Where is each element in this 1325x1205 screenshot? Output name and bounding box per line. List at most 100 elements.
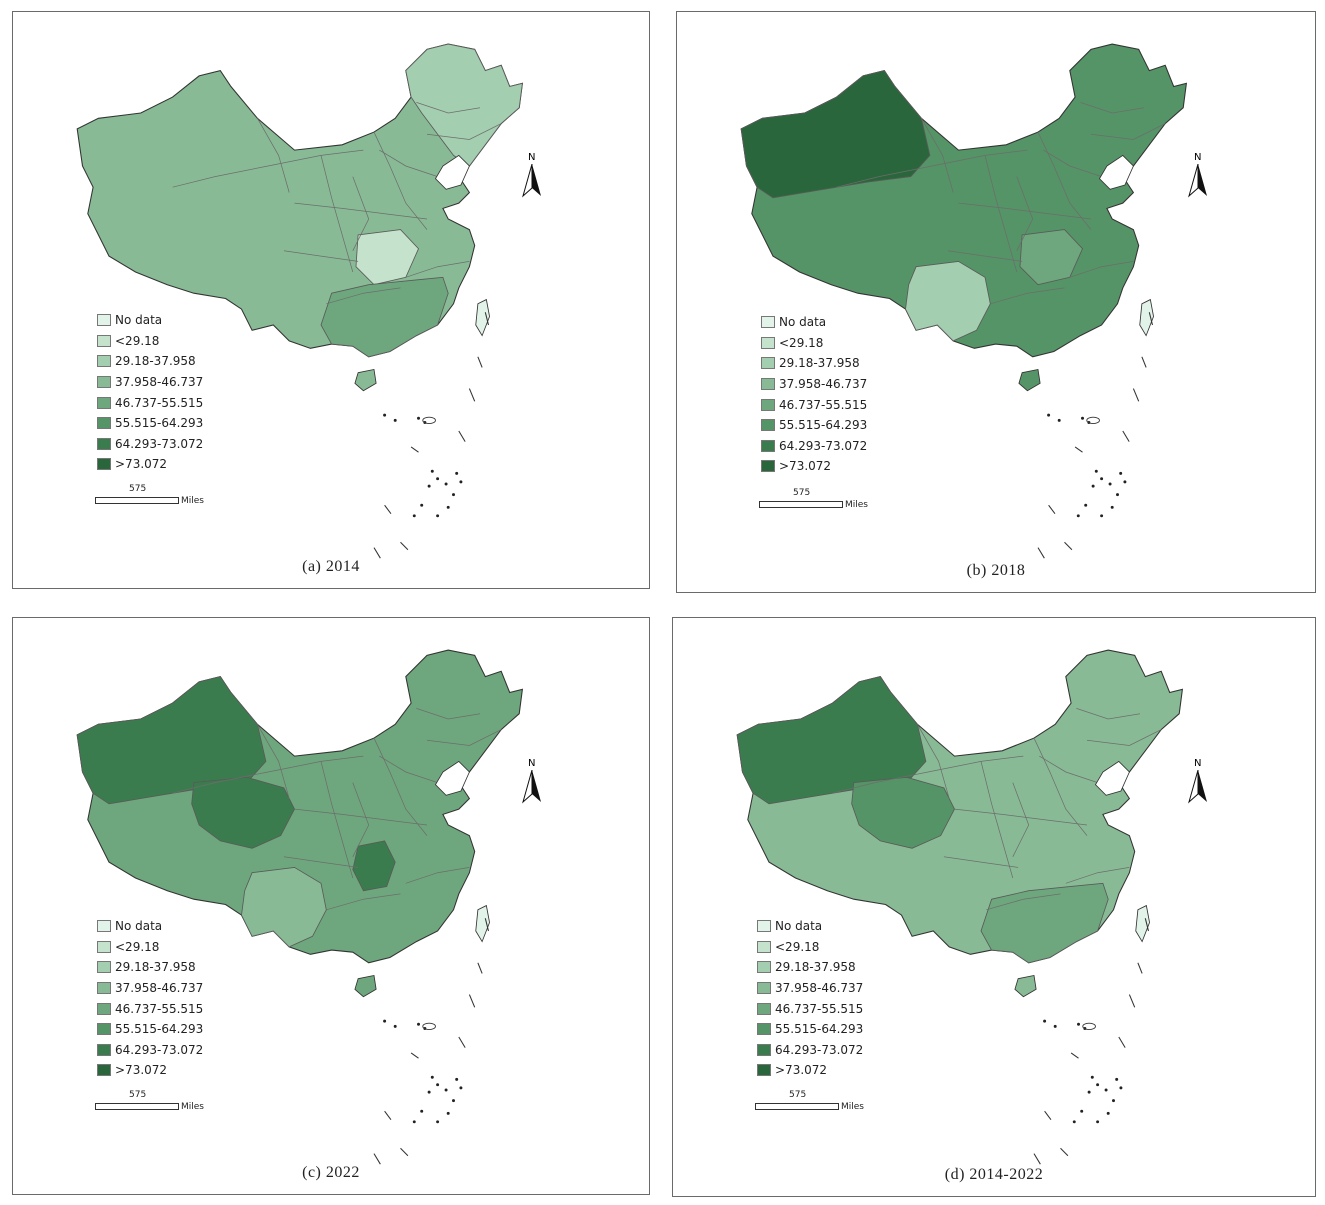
legend-item: >73.072: [757, 1060, 863, 1081]
province-boundary: [958, 202, 1092, 220]
legend-swatch: [761, 439, 775, 452]
island-dot: [1112, 1099, 1115, 1103]
legend-swatch: [761, 336, 775, 349]
scale-unit: Miles: [181, 496, 204, 506]
province-boundary: [1012, 782, 1030, 857]
province-boundary: [352, 782, 370, 857]
island-dot: [1094, 469, 1098, 473]
legend-label: 64.293-73.072: [779, 438, 868, 453]
island-dot: [1096, 1120, 1100, 1124]
island-dot: [1072, 1120, 1076, 1124]
nine-dash-line: [410, 1052, 419, 1059]
legend-label: No data: [779, 315, 827, 330]
province-boundary: [1033, 737, 1088, 836]
province-boundary: [917, 724, 950, 799]
bohai-sea: [434, 760, 470, 796]
nine-dash-line: [1132, 388, 1140, 402]
island-dot: [1047, 413, 1051, 417]
map-panel-a: No data <29.18 29.18-37.958 37.958-46.737 46…: [12, 11, 650, 589]
region-taiwan: [1139, 298, 1154, 337]
province-boundary: [294, 808, 428, 826]
island-dot: [1123, 480, 1127, 484]
province-boundary: [1065, 867, 1130, 884]
province-boundary: [1043, 149, 1102, 177]
legend-item: 29.18-37.958: [757, 957, 863, 978]
region-south: [320, 276, 449, 358]
nine-dash-line: [1044, 1110, 1052, 1120]
scale-value: 575: [789, 1090, 807, 1100]
province-boundary: [405, 261, 470, 278]
island-dot: [1057, 418, 1061, 422]
island-dot: [1053, 1024, 1057, 1028]
legend-swatch: [97, 396, 111, 409]
nine-dash-line: [1060, 1147, 1069, 1157]
legend-swatch: [757, 982, 771, 995]
province-boundary: [283, 250, 359, 262]
legend-swatch: [97, 1002, 111, 1015]
province-boundary: [294, 202, 428, 220]
legend-item: 64.293-73.072: [761, 436, 867, 457]
island-dot: [436, 1120, 440, 1124]
south-sea-islands: [373, 312, 489, 559]
province-boundary: [1069, 261, 1134, 278]
bohai-sea: [434, 154, 470, 190]
province-boundary: [832, 755, 1024, 794]
province-boundary: [426, 123, 502, 140]
legend-swatch: [97, 458, 111, 471]
province-boundary: [1016, 176, 1034, 251]
north-arrow-icon: N: [521, 758, 543, 804]
region-center: [1019, 229, 1084, 286]
island-dot: [420, 503, 424, 507]
nine-dash-line: [1122, 430, 1130, 442]
legend-label: <29.18: [115, 333, 160, 348]
nine-dash-line: [1064, 541, 1073, 551]
province-boundary: [1086, 729, 1162, 746]
legend: No data <29.18 29.18-37.958 37.958-46.737 46…: [761, 312, 867, 477]
province-boundary: [980, 761, 1014, 879]
legend-item: <29.18: [757, 937, 863, 958]
legend-swatch: [97, 1043, 111, 1056]
legend-label: >73.072: [115, 1063, 168, 1078]
province-boundary: [1039, 755, 1098, 783]
legend-label: >73.072: [779, 459, 832, 474]
island-dot: [417, 416, 421, 420]
region-south: [980, 882, 1109, 964]
region-northwest: [76, 676, 267, 805]
scale-bar: 575 Miles: [95, 484, 225, 508]
legend-swatch: [97, 961, 111, 974]
china-map: [740, 43, 1188, 559]
legend-swatch: [97, 376, 111, 389]
nine-dash-line: [384, 504, 392, 514]
legend-label: 55.515-64.293: [115, 416, 204, 431]
south-sea-islands: [1033, 918, 1149, 1165]
province-boundary: [986, 893, 1061, 911]
nine-dash-line: [1070, 1052, 1079, 1059]
region-taiwan: [475, 298, 490, 337]
island-dot: [436, 477, 440, 481]
island-dot: [430, 1075, 434, 1079]
island-dot: [455, 471, 459, 475]
island-dot: [444, 482, 448, 486]
island-dot: [1108, 482, 1112, 486]
legend-item: 29.18-37.958: [97, 957, 203, 978]
legend-swatch: [97, 437, 111, 450]
island-dot: [393, 418, 397, 422]
legend-label: <29.18: [775, 939, 820, 954]
island-dot: [1091, 484, 1095, 488]
china-map: [736, 649, 1184, 1165]
region-qinghai: [191, 776, 295, 849]
region-hainan: [1014, 975, 1037, 998]
legend-swatch: [97, 982, 111, 995]
province-boundary: [352, 176, 370, 251]
nine-dash-line: [1148, 312, 1153, 326]
legend-item: No data: [97, 916, 203, 937]
nine-dash-line: [1128, 994, 1136, 1008]
island-dot: [393, 1024, 397, 1028]
legend: No data <29.18 29.18-37.958 37.958-46.737 46…: [97, 916, 203, 1081]
north-label: N: [528, 758, 536, 769]
legend-swatch: [757, 1043, 771, 1056]
legend-item: 55.515-64.293: [97, 413, 203, 434]
nine-dash-line: [410, 446, 419, 453]
nine-dash-line: [1037, 547, 1045, 559]
island-dot: [1077, 1022, 1081, 1026]
